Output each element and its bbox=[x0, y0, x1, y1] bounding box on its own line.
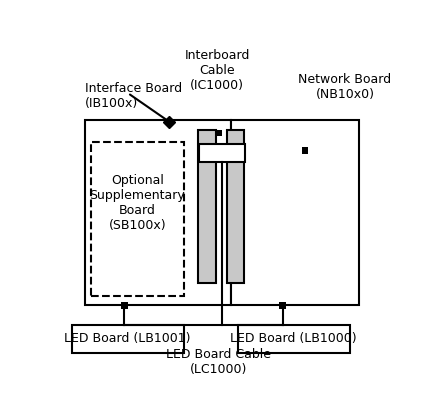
Bar bbox=[302, 147, 308, 154]
Bar bbox=[227, 130, 244, 283]
Bar bbox=[232, 120, 359, 305]
Bar bbox=[216, 129, 222, 136]
Bar bbox=[279, 302, 286, 309]
Bar bbox=[121, 302, 128, 309]
Text: Interboard
Cable
(IC1000): Interboard Cable (IC1000) bbox=[184, 49, 250, 92]
Bar bbox=[238, 325, 350, 354]
Text: Interface Board
(IB100x): Interface Board (IB100x) bbox=[84, 82, 181, 110]
Bar bbox=[72, 325, 184, 354]
Text: Network Board
(NB10x0): Network Board (NB10x0) bbox=[298, 73, 391, 100]
Bar bbox=[199, 144, 245, 161]
Text: LED Board Cable
(LC1000): LED Board Cable (LC1000) bbox=[166, 348, 271, 376]
Text: LED Board (LB1000): LED Board (LB1000) bbox=[230, 332, 357, 346]
Bar bbox=[91, 142, 184, 296]
Text: Optional
Supplementary
Board
(SB100x): Optional Supplementary Board (SB100x) bbox=[89, 174, 185, 232]
Bar bbox=[84, 120, 232, 305]
Text: LED Board (LB1001): LED Board (LB1001) bbox=[65, 332, 191, 346]
Bar bbox=[198, 130, 216, 283]
